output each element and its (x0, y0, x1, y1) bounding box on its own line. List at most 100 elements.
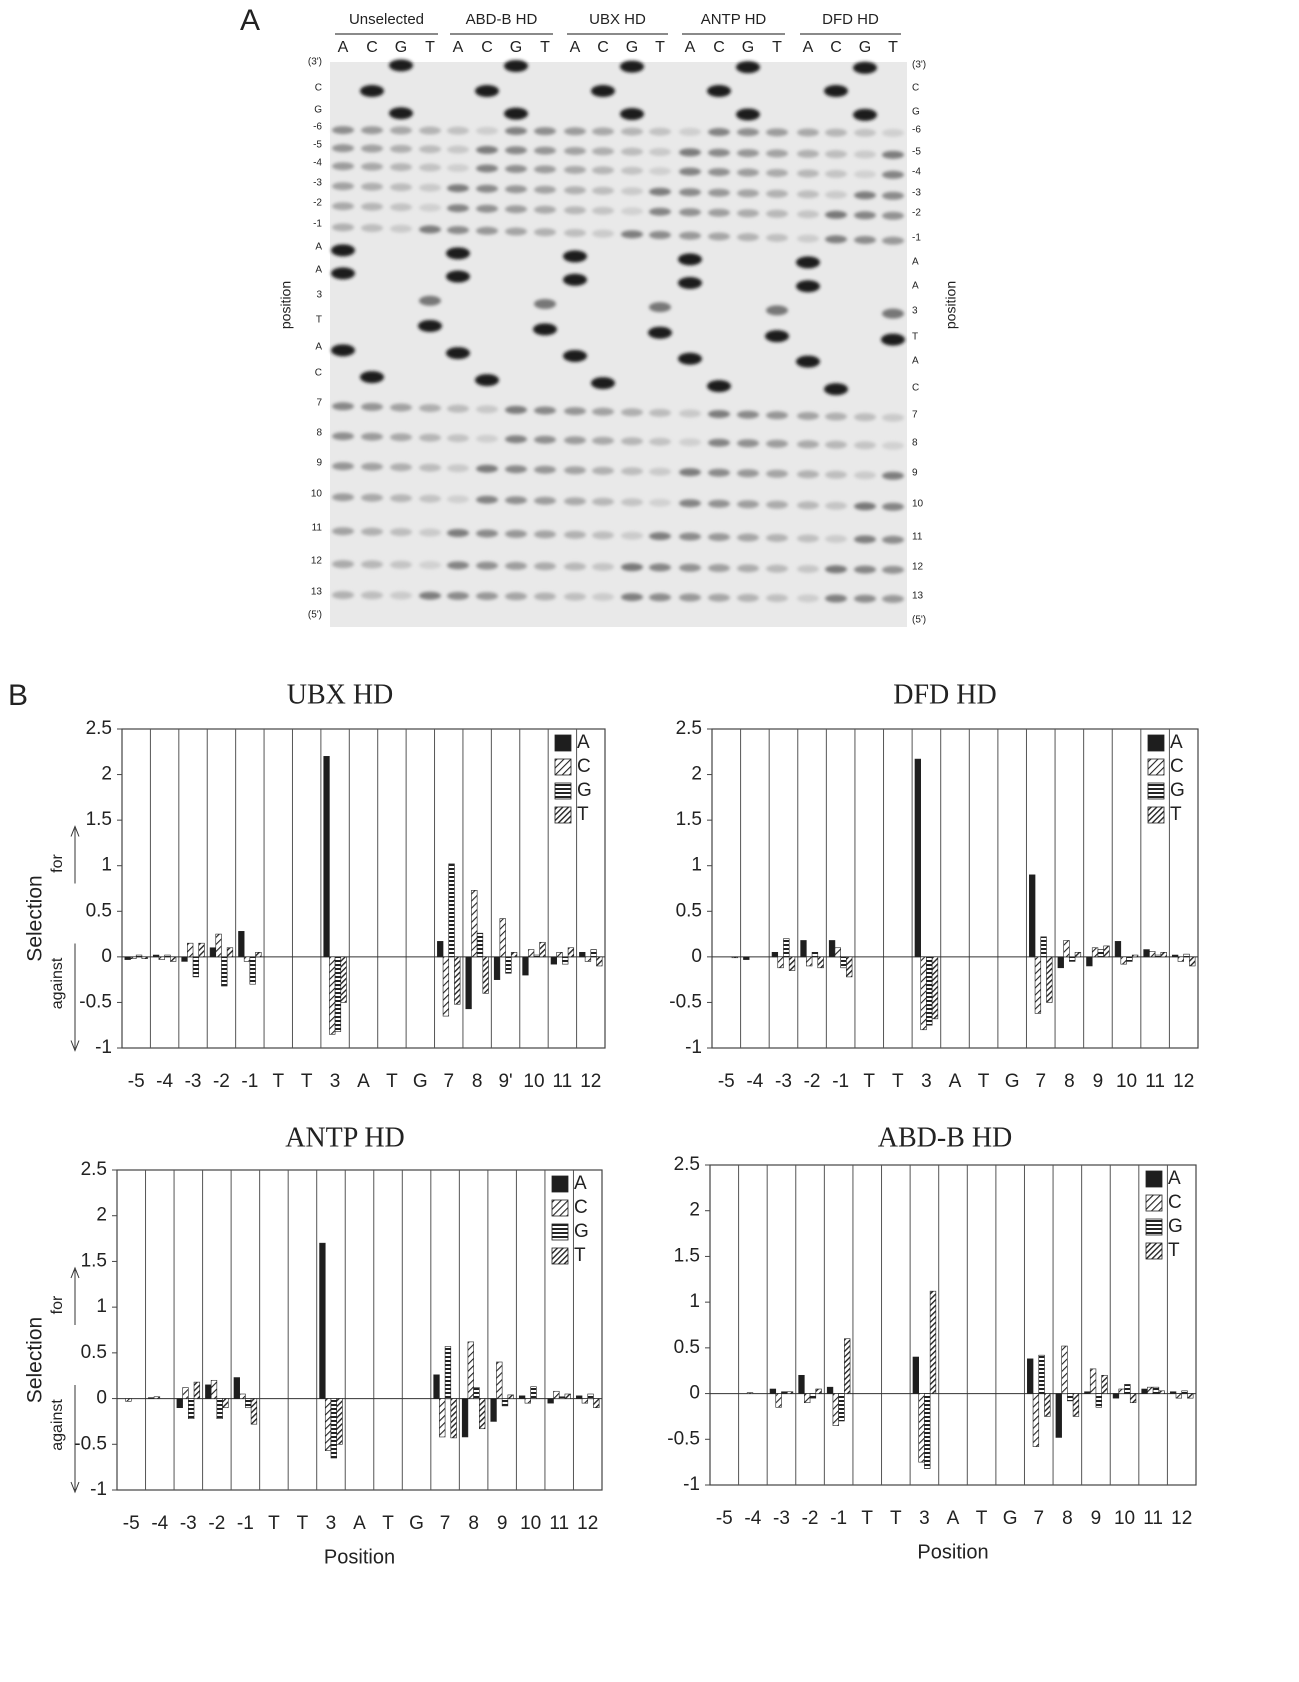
gel-band (505, 126, 527, 135)
x-tick-label: A (947, 1508, 960, 1529)
bar (1112, 1393, 1120, 1399)
bar (152, 954, 160, 958)
bar (1181, 1390, 1188, 1394)
y-tick-label: 1 (691, 855, 702, 876)
x-tick-label: 7 (443, 1071, 454, 1092)
gel-band (708, 128, 730, 137)
bar (832, 1393, 839, 1426)
gel-band (621, 187, 643, 196)
gel-band (766, 305, 788, 316)
bar (1084, 1391, 1091, 1394)
panel-label: A (240, 4, 260, 37)
x-tick-label: 12 (580, 1071, 601, 1092)
x-tick-label: 9 (1091, 1508, 1102, 1529)
gel-band (360, 85, 384, 97)
gel-band (332, 202, 354, 211)
lane-label: A (685, 39, 696, 56)
bar (1177, 956, 1185, 962)
gel-band (708, 499, 730, 508)
x-tick-label: -2 (208, 1513, 225, 1534)
bar (539, 941, 546, 958)
gel-band (505, 561, 527, 570)
gel-band (796, 280, 820, 293)
gel-band (882, 471, 904, 480)
position-label: -2 (313, 198, 322, 209)
bar (1152, 1386, 1160, 1394)
gel-band (678, 253, 702, 266)
bar (912, 1356, 919, 1394)
bar (550, 956, 557, 965)
gel-band (882, 170, 904, 179)
plot-frame (711, 728, 1199, 1049)
gel-band (854, 128, 876, 137)
gel-band (361, 462, 383, 471)
gel-band (447, 184, 469, 193)
x-tick-label: 8 (1064, 1071, 1075, 1092)
gel-band (649, 437, 671, 446)
gel-band (476, 434, 498, 443)
lane-label: A (338, 39, 349, 56)
bar (1086, 956, 1093, 967)
gel-band (707, 380, 731, 393)
lane-label: T (540, 39, 550, 56)
gel-band (766, 594, 788, 603)
bar (216, 1398, 223, 1419)
bar (182, 1387, 189, 1399)
y-tick-label: 0.5 (81, 1342, 107, 1363)
bar (319, 1242, 326, 1399)
bar (524, 1398, 531, 1404)
gel-band (708, 410, 730, 419)
x-tick-label: -3 (773, 1508, 790, 1529)
gel-band (736, 61, 760, 74)
bar (243, 956, 251, 962)
bar (193, 1381, 201, 1399)
gel-band (476, 592, 498, 601)
position-label: -1 (912, 233, 921, 244)
x-tick-label: 12 (1171, 1508, 1192, 1529)
bar (587, 1393, 594, 1399)
bar (340, 956, 347, 1003)
gel-band (505, 405, 527, 414)
gel-band (797, 411, 819, 420)
gel-band (592, 127, 614, 136)
gel-band (854, 211, 876, 220)
bar (124, 956, 131, 960)
gel-band (447, 145, 469, 154)
bar (1187, 1393, 1194, 1399)
bar (1072, 1393, 1080, 1417)
gel-band (737, 233, 759, 242)
position-label: 8 (912, 438, 918, 449)
y-tick-label: 1 (101, 855, 112, 876)
bar (1089, 1368, 1097, 1394)
bar (1118, 1388, 1125, 1394)
gel-band (505, 592, 527, 601)
y-tick-label: 1.5 (676, 809, 702, 830)
gel-band (534, 205, 556, 214)
gel-band (447, 528, 469, 537)
lane-label: G (626, 39, 638, 56)
gel-band (649, 231, 671, 240)
gel-band (447, 126, 469, 135)
x-tick-label: 12 (1173, 1071, 1194, 1092)
gel-band (766, 500, 788, 509)
position-label: -5 (313, 140, 322, 151)
x-tick-label: 10 (523, 1071, 544, 1092)
gel-band (534, 228, 556, 237)
bar (564, 1393, 571, 1399)
gel-band (708, 533, 730, 542)
position-label: A (912, 356, 919, 367)
gel-band (882, 236, 904, 245)
legend-label: A (1168, 1168, 1181, 1189)
bar (926, 956, 933, 1026)
gel-band (766, 128, 788, 137)
gel-band (824, 383, 848, 396)
gel-band (332, 162, 354, 171)
gel-band (419, 463, 441, 472)
x-tick-label: 10 (520, 1513, 541, 1534)
position-label: 13 (311, 587, 323, 598)
bar (1189, 956, 1196, 967)
gel-band (649, 127, 671, 136)
legend-label: G (1170, 780, 1185, 801)
gel-band (390, 591, 412, 600)
gel-band (505, 496, 527, 505)
